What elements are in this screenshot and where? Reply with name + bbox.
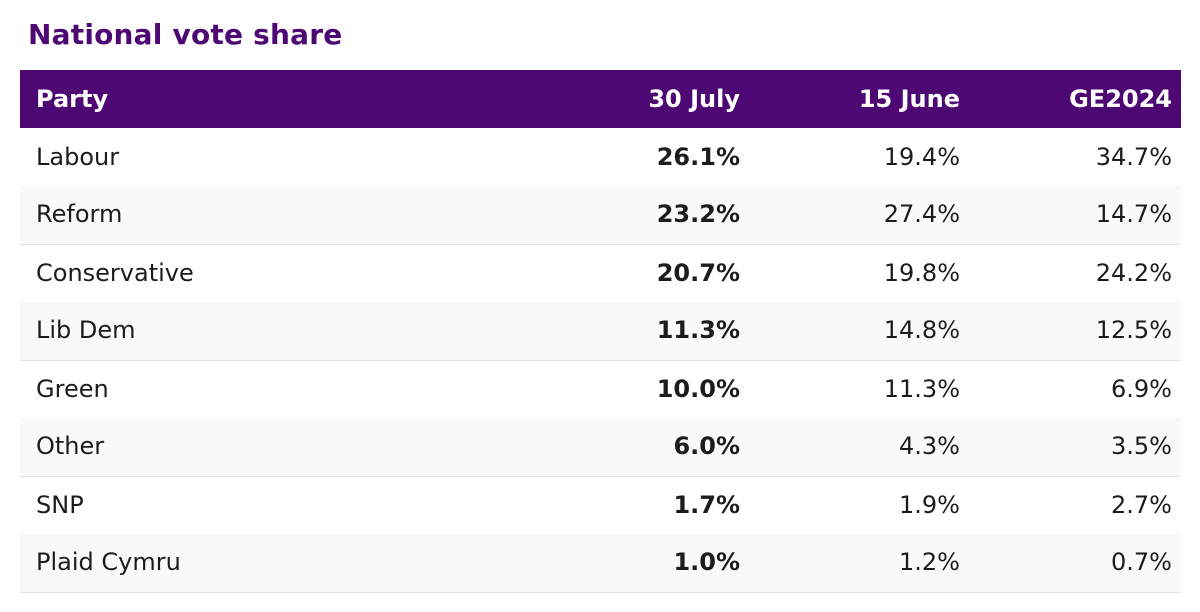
value-15-june-cell: 14.8% [750,302,970,361]
table-row: Other 6.0% 4.3% 3.5% [20,418,1181,477]
column-header-30-july: 30 July [648,85,740,113]
table-row: Plaid Cymru 1.0% 1.2% 0.7% [20,534,1181,593]
value-ge2024-cell: 3.5% [970,418,1181,477]
chart-title: National vote share [28,18,343,51]
column-header-party: Party [36,85,109,113]
value-30-july-cell: 10.0% [656,374,740,403]
value-ge2024-cell: 6.9% [1111,374,1172,403]
party-name-cell: SNP [36,490,84,519]
party-name-cell: Conservative [36,258,194,287]
table-row: Lib Dem 11.3% 14.8% 12.5% [20,302,1181,361]
value-30-july-cell: 6.0% [550,418,750,477]
table-body: Labour 26.1% 19.4% 34.7% Reform 23.2% 27.4% 14.… [20,128,1181,593]
column-header-15-june: 15 June [858,85,960,113]
value-15-june-cell: 4.3% [750,418,970,477]
value-30-july-cell: 23.2% [550,186,750,245]
table-row: Labour 26.1% 19.4% 34.7% [20,128,1181,186]
value-30-july-cell: 1.0% [550,534,750,593]
value-15-june-cell: 27.4% [750,186,970,245]
value-ge2024-cell: 14.7% [970,186,1181,245]
value-30-july-cell: 20.7% [656,258,740,287]
party-name-cell: Plaid Cymru [20,534,550,593]
value-ge2024-cell: 2.7% [1111,490,1172,519]
table-row: SNP 1.7% 1.9% 2.7% [20,476,1181,534]
value-ge2024-cell: 34.7% [1095,142,1172,171]
table-row: Reform 23.2% 27.4% 14.7% [20,186,1181,245]
value-15-june-cell: 1.9% [899,490,960,519]
value-15-june-cell: 1.2% [750,534,970,593]
table-header-row: Party 30 July 15 June GE2024 [20,70,1181,128]
value-30-july-cell: 1.7% [673,490,740,519]
value-ge2024-cell: 12.5% [970,302,1181,361]
party-name-cell: Labour [36,142,120,171]
column-header-ge2024: GE2024 [1069,85,1172,113]
value-15-june-cell: 19.8% [883,258,960,287]
table-row: Green 10.0% 11.3% 6.9% [20,360,1181,418]
party-name-cell: Green [36,374,109,403]
party-name-cell: Reform [20,186,550,245]
value-15-june-cell: 19.4% [883,142,960,171]
value-ge2024-cell: 0.7% [970,534,1181,593]
vote-share-table: Party 30 July 15 June GE2024 Labour 26.1%… [20,70,1181,593]
value-ge2024-cell: 24.2% [1095,258,1172,287]
value-30-july-cell: 26.1% [656,142,740,171]
party-name-cell: Other [20,418,550,477]
value-30-july-cell: 11.3% [550,302,750,361]
value-15-june-cell: 11.3% [883,374,960,403]
table-row: Conservative 20.7% 19.8% 24.2% [20,244,1181,302]
party-name-cell: Lib Dem [20,302,550,361]
